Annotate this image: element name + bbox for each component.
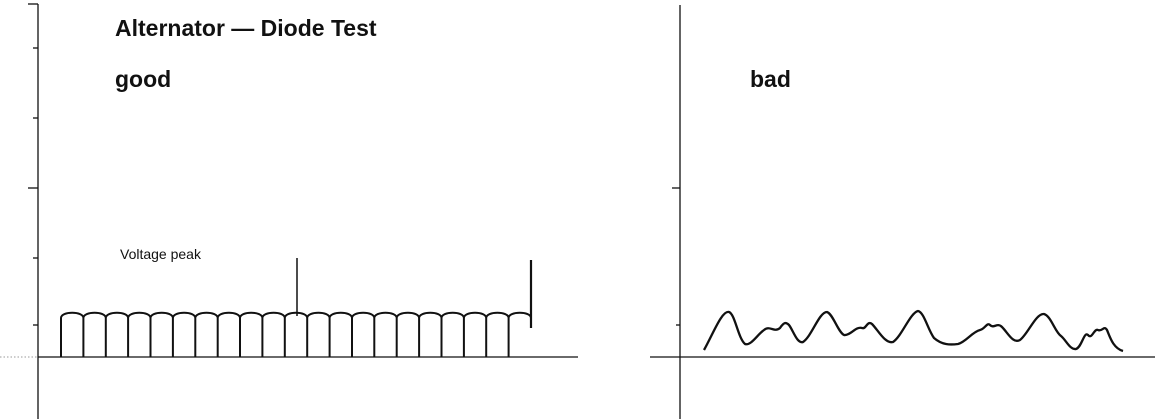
good-ripple-waveform — [60, 311, 532, 357]
voltage-peak-annotation: Voltage peak — [120, 246, 201, 262]
bad-irregular-waveform — [702, 309, 1124, 353]
good-panel-label: good — [115, 66, 172, 92]
page-title: Alternator — Diode Test — [115, 15, 377, 41]
bad-panel-axes — [650, 5, 1155, 419]
bad-panel-label: bad — [750, 66, 791, 92]
good-panel-axes — [28, 3, 578, 419]
